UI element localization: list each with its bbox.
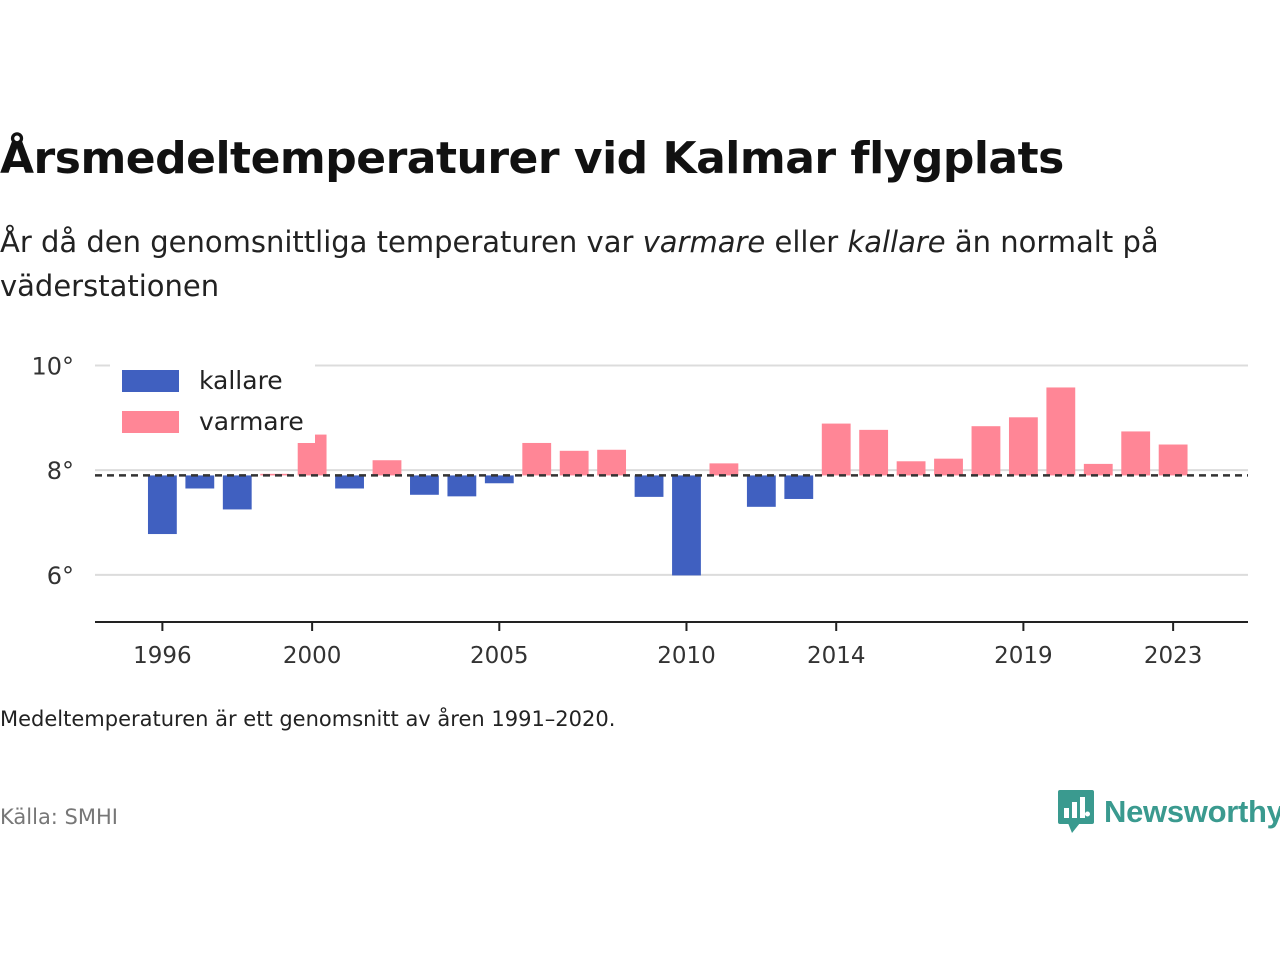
x-tick-label: 2019	[994, 643, 1053, 669]
bar-2008	[597, 449, 627, 476]
bar-2017	[934, 458, 963, 476]
legend-label-warmer: varmare	[199, 407, 304, 436]
bar-2015	[859, 429, 889, 476]
bar-2022	[1121, 431, 1151, 476]
bar-2013	[784, 475, 814, 499]
y-tick-label: 10°	[31, 352, 74, 380]
x-tick-label: 2000	[283, 643, 342, 669]
bar-2021	[1083, 463, 1113, 476]
bar-2001	[335, 475, 364, 489]
bar-2011	[709, 463, 739, 476]
bar-1999	[260, 473, 290, 476]
y-tick-label: 8°	[47, 457, 74, 485]
chart-title: Årsmedeltemperaturer vid Kalmar flygplat…	[0, 133, 1064, 184]
x-tick-label: 2005	[470, 643, 529, 669]
bar-1998	[222, 475, 252, 510]
bar-2019	[1008, 417, 1038, 476]
bar-1997	[185, 475, 215, 489]
bar-2002	[372, 460, 402, 476]
bar-2018	[971, 426, 1001, 476]
bar-2005	[484, 475, 514, 484]
subtitle-part-2: eller	[765, 225, 848, 259]
chart-subtitle: År då den genomsnittliga temperaturen va…	[0, 220, 1270, 308]
subtitle-colder: kallare	[847, 225, 946, 259]
bar-2007	[559, 450, 589, 476]
bar-2003	[410, 475, 439, 495]
bar-2014	[821, 423, 851, 476]
bar-2004	[447, 475, 477, 497]
bar-2016	[896, 461, 926, 476]
bar-1996	[147, 475, 177, 535]
y-tick-label: 6°	[47, 562, 74, 590]
legend-swatch-colder	[122, 370, 179, 392]
chart-note: Medeltemperaturen är ett genomsnitt av å…	[0, 707, 616, 731]
subtitle-part-3: än normalt på väderstationen	[0, 225, 1159, 303]
legend-swatch-warmer	[122, 411, 179, 433]
subtitle-warmer: varmare	[642, 225, 766, 259]
brand-logo: Newsworthy	[1058, 790, 1280, 834]
source-label: Källa: SMHI	[0, 805, 118, 829]
legend-label-colder: kallare	[199, 366, 283, 395]
subtitle-part-1: År då den genomsnittliga temperaturen va…	[0, 225, 643, 259]
x-tick-label: 2010	[657, 643, 716, 669]
brand-name: Newsworthy	[1104, 794, 1280, 829]
bar-2010	[672, 475, 701, 576]
bar-chart: 6° 8° 10° 1996 2000 2005 2010 2014 2019 2023 kalla…	[31, 352, 1248, 669]
newsworthy-logo-icon	[1058, 790, 1094, 833]
bar-2020	[1046, 387, 1076, 476]
bar-2006	[522, 442, 552, 476]
bar-2009	[634, 475, 664, 497]
bar-2023	[1158, 444, 1188, 476]
x-tick-label: 1996	[133, 643, 192, 669]
x-tick-label: 2023	[1144, 643, 1203, 669]
bar-2012	[746, 475, 776, 507]
x-tick-label: 2014	[807, 643, 866, 669]
